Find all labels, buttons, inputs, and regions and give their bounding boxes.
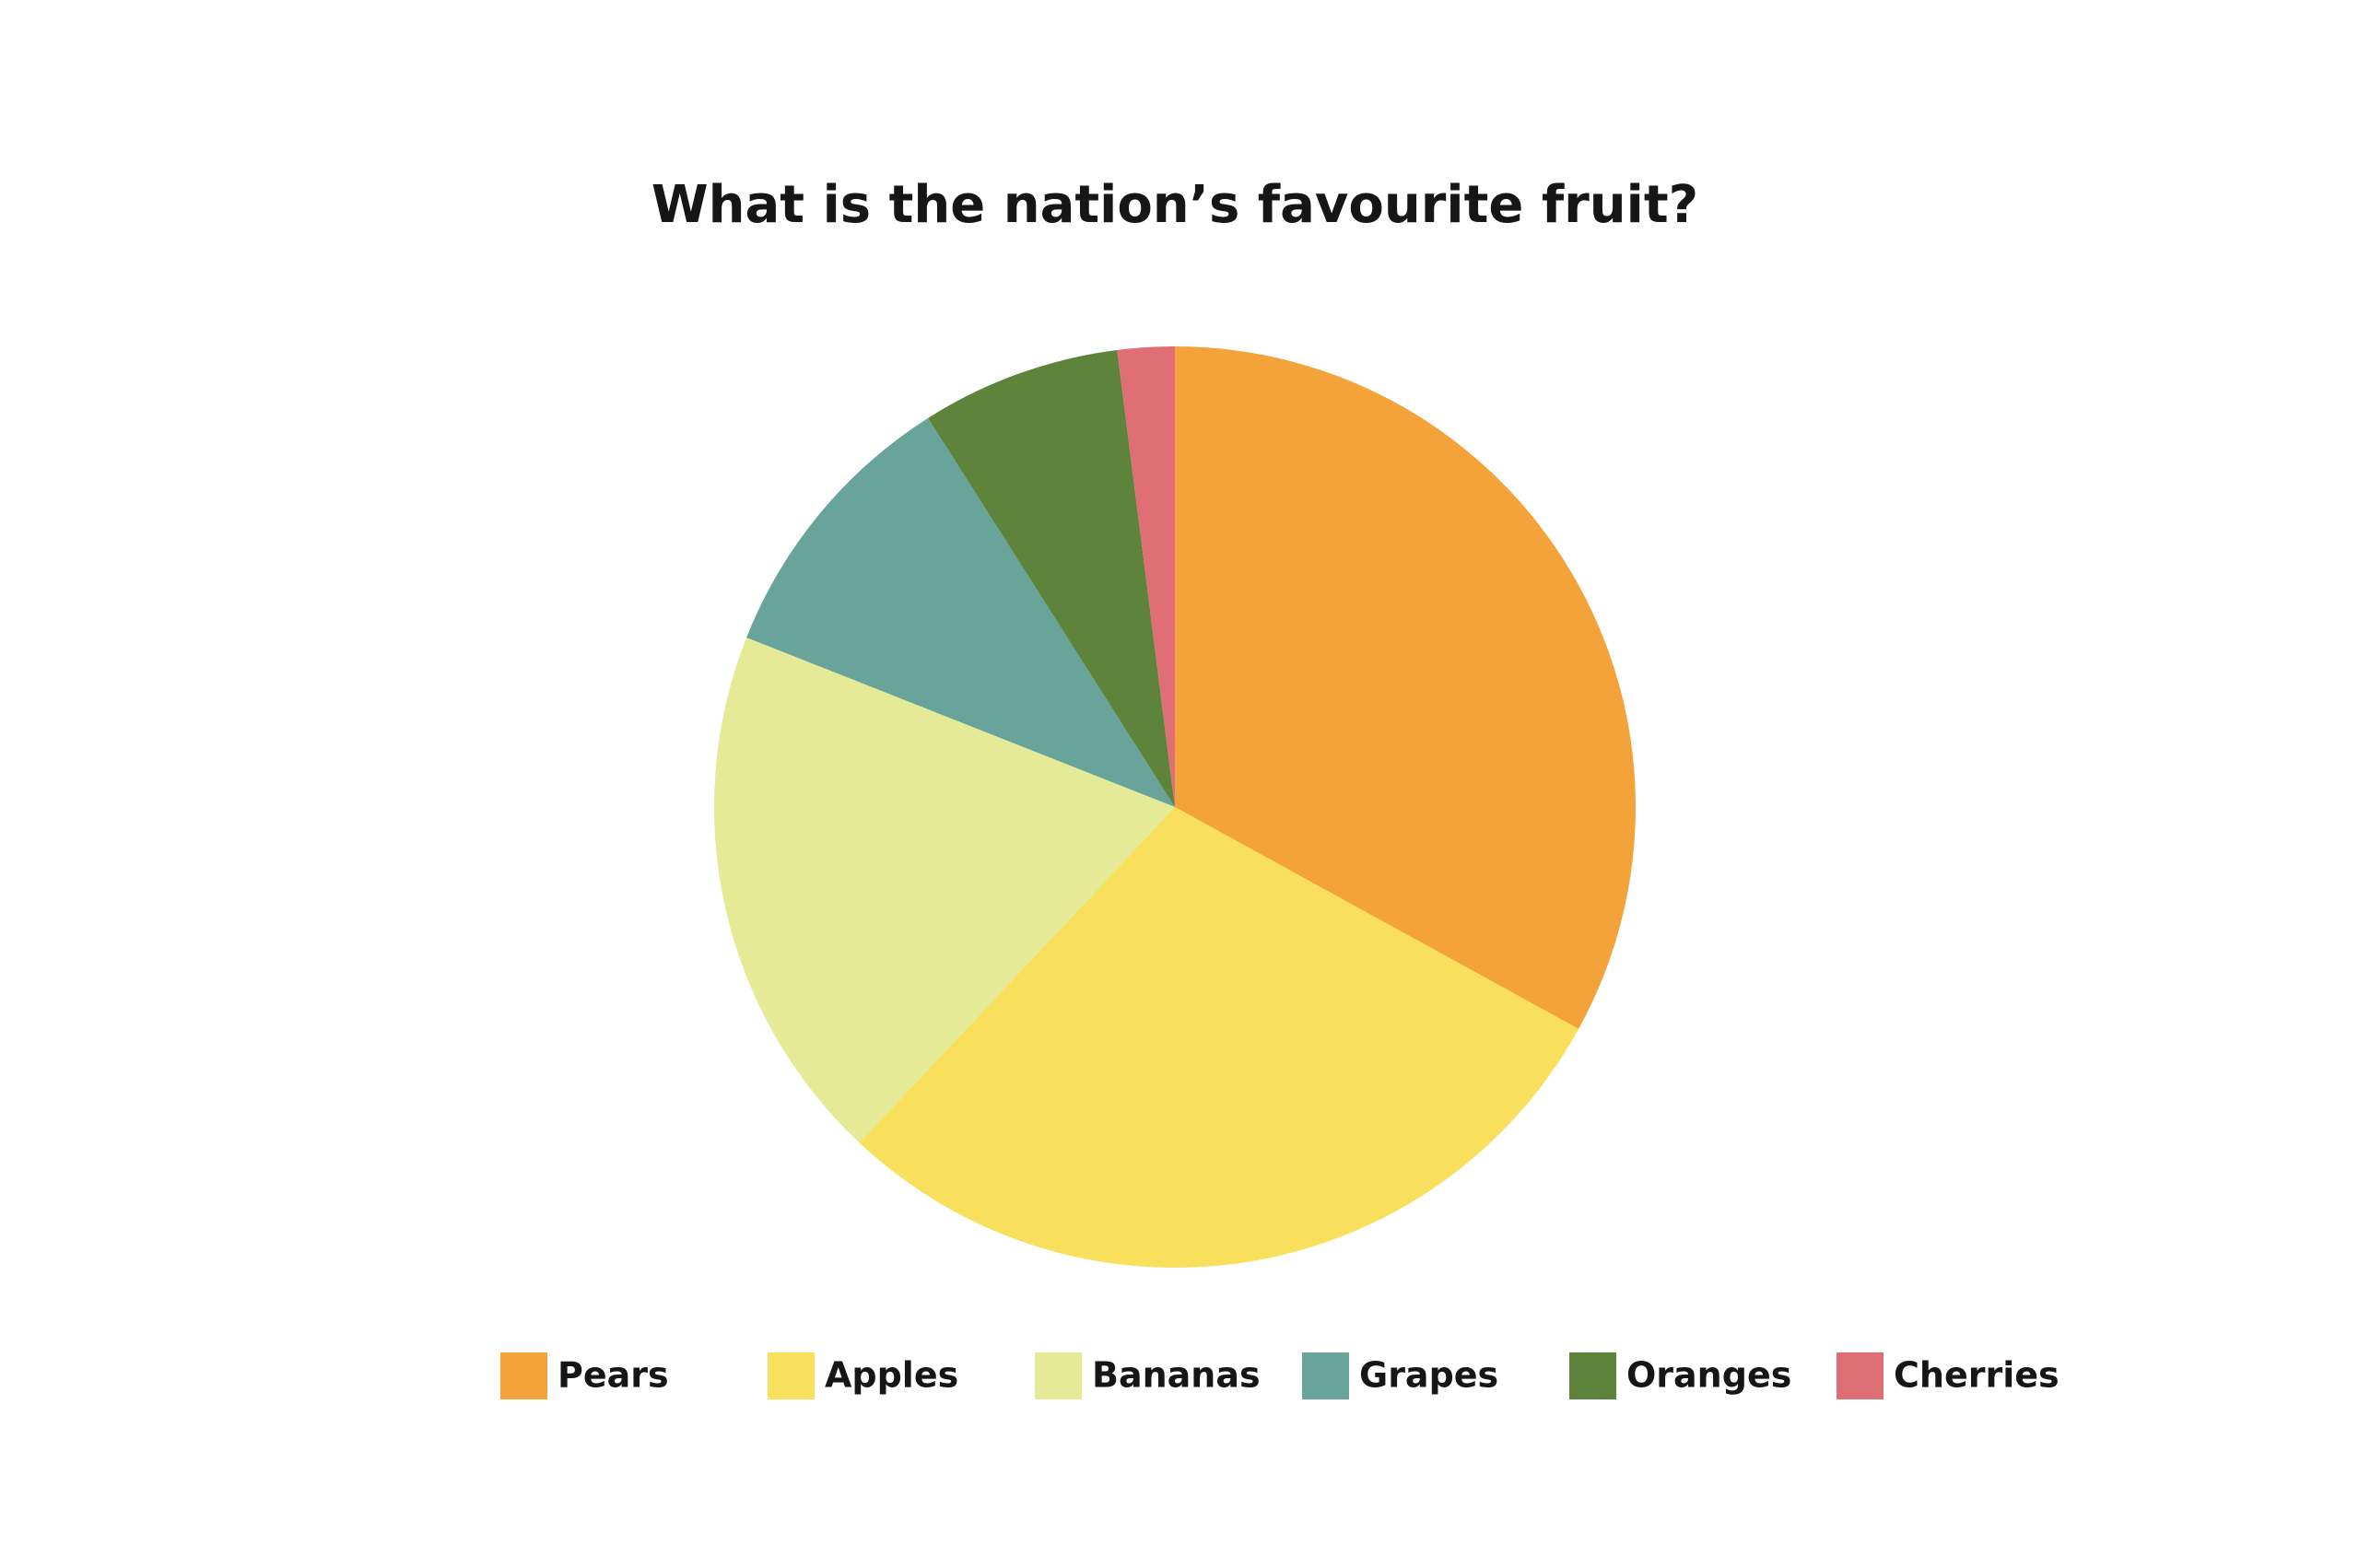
pie-slice [1117, 346, 1175, 807]
legend-swatch [1569, 1352, 1616, 1399]
pie-slice [1175, 346, 1636, 1029]
pie-slice [714, 637, 1175, 1143]
pie-slice [746, 417, 1175, 807]
legend-swatch [768, 1352, 815, 1399]
pie-slice [928, 349, 1175, 807]
legend-label: Oranges [1626, 1355, 1791, 1396]
legend-label: Grapes [1359, 1355, 1498, 1396]
legend-label: Pears [557, 1355, 669, 1396]
legend-swatch [1302, 1352, 1349, 1399]
pie-slice [859, 807, 1579, 1268]
legend-swatch [1035, 1352, 1082, 1399]
legend-label: Apples [825, 1355, 958, 1396]
legend-swatch [1837, 1352, 1884, 1399]
legend-label: Bananas [1092, 1355, 1261, 1396]
legend-label: Cherries [1894, 1355, 2060, 1396]
chart-title: What is the nation’s favourite fruit? [651, 175, 1698, 235]
legend-swatch [500, 1352, 547, 1399]
